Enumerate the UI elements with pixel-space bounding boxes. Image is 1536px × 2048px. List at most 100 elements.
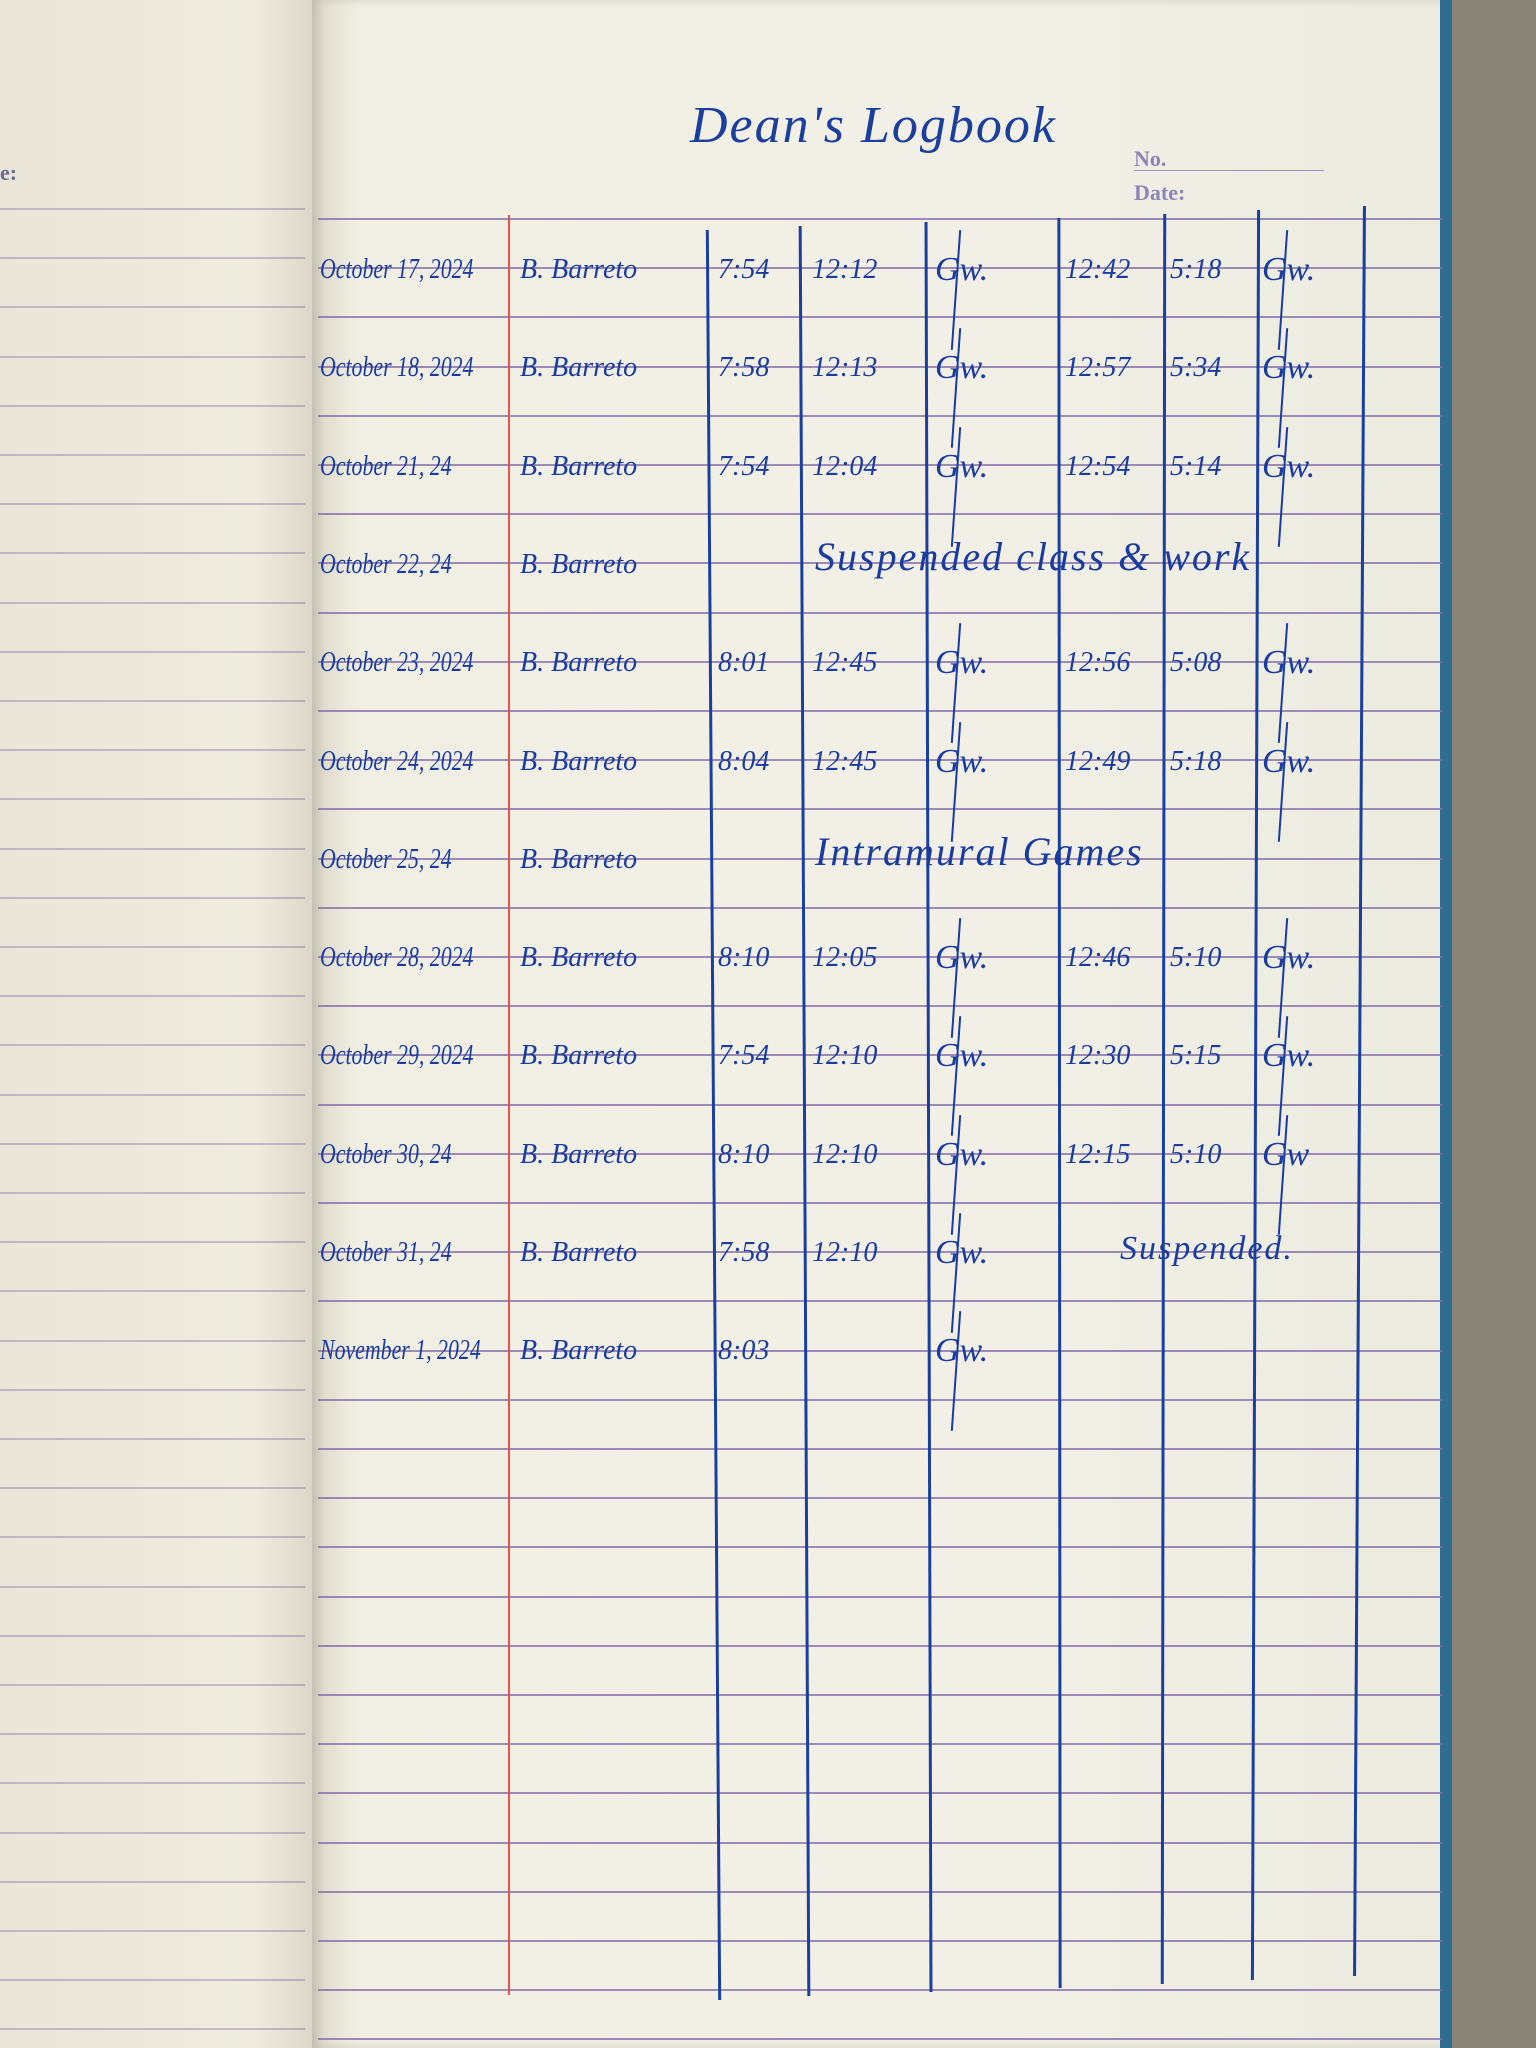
- no-underline: [1134, 170, 1324, 171]
- cell-date: October 21, 24: [320, 450, 452, 482]
- ruled-line: [318, 1202, 1443, 1204]
- cell-date: October 31, 24: [320, 1237, 452, 1268]
- ruled-line: [318, 1989, 1443, 1992]
- cell-am-in: 7:54: [718, 450, 770, 482]
- ruled-line: [318, 464, 1443, 466]
- signature: Gw.: [1262, 644, 1316, 682]
- ruled-line: [318, 1103, 1443, 1106]
- left-page-ruled-line: [0, 454, 305, 456]
- left-page-ruled-line: [0, 1979, 305, 1982]
- notebook-cover-edge: [1440, 0, 1452, 2048]
- ruled-line: [318, 1940, 1443, 1942]
- left-page-ruled-line: [0, 257, 305, 260]
- no-label: No.: [1134, 146, 1167, 171]
- ruled-line: [318, 1054, 1443, 1057]
- left-page-ruled-line: [0, 1782, 305, 1785]
- left-page-ruled-line: [0, 847, 305, 850]
- left-page-ruled-line: [0, 601, 305, 604]
- cell-am-out: 12:05: [812, 942, 878, 974]
- left-page-ruled-line: [0, 1241, 305, 1244]
- signature: Gw.: [1262, 939, 1316, 977]
- cell-name: B. Barreto: [520, 254, 638, 285]
- cell-date: October 29, 2024: [320, 1040, 474, 1072]
- signature: Gw.: [1262, 1037, 1316, 1075]
- cell-am-in: 8:03: [718, 1335, 770, 1367]
- left-page-ruled-line: [0, 995, 305, 998]
- ruled-line: [318, 1448, 1443, 1450]
- ruled-line: [318, 1005, 1443, 1008]
- cell-date: October 24, 2024: [320, 745, 474, 777]
- ruled-line: [318, 710, 1443, 712]
- cell-pm-in: 12:30: [1065, 1040, 1131, 1072]
- cell-date: October 18, 2024: [320, 352, 474, 384]
- cell-am-out: 12:10: [812, 1040, 878, 1072]
- ruled-line: [318, 1890, 1443, 1893]
- ruled-line: [318, 956, 1443, 958]
- signature: Gw.: [935, 349, 989, 387]
- row-pm-note: Suspended.: [1120, 1230, 1294, 1267]
- ruled-line: [318, 906, 1443, 909]
- left-page-date-label: e:: [0, 160, 18, 185]
- cell-name: B. Barreto: [520, 942, 638, 974]
- ruled-line: [318, 857, 1443, 860]
- left-page-ruled-line: [0, 1880, 305, 1883]
- cell-am-out: 12:13: [812, 352, 878, 384]
- cell-am-in: 7:54: [718, 1040, 770, 1072]
- signature: Gw.: [935, 447, 989, 485]
- cell-name: B. Barreto: [520, 843, 638, 875]
- cell-pm-out: 5:14: [1170, 450, 1222, 482]
- cell-date: October 23, 2024: [320, 647, 474, 679]
- cell-pm-out: 5:34: [1170, 352, 1222, 384]
- ruled-line: [318, 365, 1443, 368]
- cell-date: October 30, 24: [320, 1138, 452, 1170]
- cell-am-out: 12:10: [812, 1237, 878, 1268]
- cell-name: B. Barreto: [520, 745, 638, 777]
- ruled-line: [318, 1152, 1443, 1155]
- left-page-ruled-line: [0, 1290, 305, 1293]
- ruled-line: [318, 1398, 1443, 1401]
- left-page-ruled-line: [0, 1634, 305, 1637]
- left-page-ruled-line: [0, 2028, 305, 2031]
- left-page-ruled-line: [0, 1585, 305, 1588]
- cell-pm-out: 5:08: [1170, 647, 1222, 679]
- left-page-ruled-line: [0, 650, 305, 653]
- signature: Gw.: [935, 742, 989, 780]
- ruled-line: [318, 1349, 1443, 1352]
- signature: Gw.: [935, 1037, 989, 1075]
- left-page-ruled-line: [0, 306, 305, 309]
- cell-date: October 17, 2024: [320, 254, 474, 285]
- margin-line: [508, 215, 510, 1995]
- ruled-line: [318, 267, 1443, 270]
- cell-name: B. Barreto: [520, 1040, 638, 1072]
- signature: Gw.: [1262, 349, 1316, 387]
- cell-name: B. Barreto: [520, 1138, 638, 1170]
- left-page-ruled-line: [0, 404, 305, 407]
- cell-name: B. Barreto: [520, 647, 638, 679]
- ruled-line: [318, 1792, 1443, 1795]
- left-page: e:: [0, 0, 318, 2048]
- left-page-ruled-line: [0, 896, 305, 899]
- left-page-ruled-line: [0, 1438, 305, 1440]
- left-page-ruled-line: [0, 1044, 305, 1047]
- cell-am-in: 7:58: [718, 352, 770, 384]
- ruled-line: [318, 759, 1443, 762]
- cell-name: B. Barreto: [520, 352, 638, 384]
- cell-am-in: 8:10: [718, 1138, 770, 1170]
- cell-pm-in: 12:46: [1065, 942, 1131, 974]
- signature: Gw.: [1262, 742, 1316, 780]
- ruled-line: [318, 562, 1443, 565]
- cell-name: B. Barreto: [520, 1237, 638, 1268]
- left-page-ruled-line: [0, 1388, 305, 1391]
- cell-name: B. Barreto: [520, 548, 638, 580]
- cell-am-out: 12:04: [812, 450, 878, 482]
- ruled-line: [318, 1251, 1443, 1254]
- ruled-line: [318, 1300, 1443, 1303]
- ruled-line: [318, 1595, 1443, 1598]
- cell-date: October 25, 24: [320, 843, 452, 875]
- cell-am-out: 12:45: [812, 647, 878, 679]
- ruled-line: [318, 1841, 1443, 1844]
- signature: Gw.: [935, 1234, 989, 1271]
- cell-am-out: 12:12: [812, 254, 878, 285]
- cell-am-in: 8:04: [718, 745, 770, 777]
- left-page-ruled-line: [0, 355, 305, 358]
